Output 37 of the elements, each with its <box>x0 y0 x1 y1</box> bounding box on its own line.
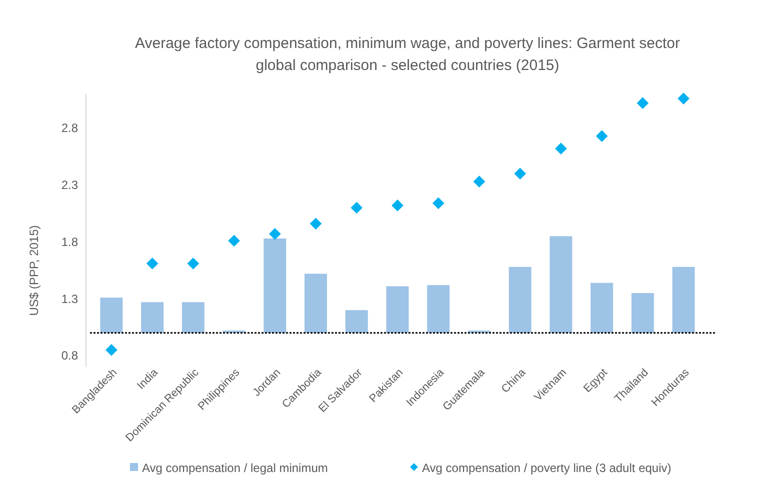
point <box>636 97 649 110</box>
bar <box>100 298 123 333</box>
bar <box>590 282 614 333</box>
y-tick-label: 2.8 <box>61 121 78 136</box>
y-axis-title: US$ (PPP, 2015) <box>27 225 41 316</box>
y-tick-label: 2.3 <box>61 178 78 192</box>
y-tick-label: 0.8 <box>61 348 78 363</box>
legend-label: Avg compensation / legal minimum <box>142 461 328 475</box>
point <box>514 168 526 180</box>
point <box>392 200 404 212</box>
legend-label: Avg compensation / poverty line (3 adult equiv) <box>422 461 672 475</box>
point <box>268 228 281 240</box>
point <box>473 176 486 188</box>
bar <box>304 274 328 333</box>
bar <box>631 293 654 333</box>
bar <box>672 266 695 333</box>
point <box>678 92 690 104</box>
y-tick-label: 1.3 <box>61 292 78 306</box>
point <box>187 258 200 270</box>
point <box>555 142 567 155</box>
point <box>310 218 322 230</box>
chart-title: Average factory compensation, minimum wage, and poverty lines: Garment sector global comparison - selected countries (2015) <box>135 35 680 74</box>
bar <box>508 266 532 333</box>
bar <box>427 285 450 333</box>
y-tick-label: 1.8 <box>61 234 78 249</box>
bar <box>264 238 286 333</box>
point <box>596 130 608 142</box>
bar <box>550 236 572 333</box>
point <box>432 197 444 210</box>
point <box>106 344 118 356</box>
bar <box>182 302 204 333</box>
point <box>228 234 240 247</box>
bar <box>386 286 409 333</box>
bar <box>141 302 164 333</box>
point <box>350 202 363 214</box>
point <box>146 258 158 270</box>
bar <box>345 310 368 333</box>
